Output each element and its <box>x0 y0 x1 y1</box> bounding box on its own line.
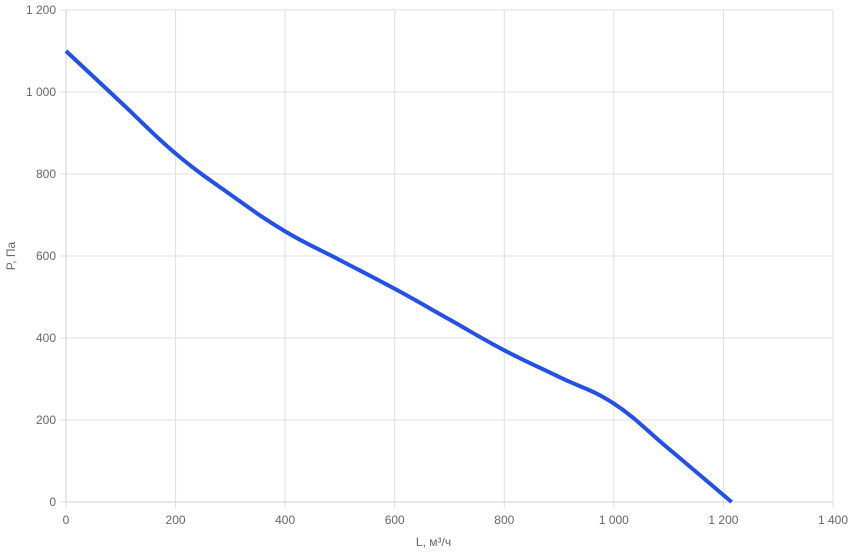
x-tick-label: 400 <box>275 513 295 527</box>
y-tick-label: 800 <box>36 167 56 181</box>
y-tick-label: 600 <box>36 249 56 263</box>
x-tick-label: 1 000 <box>599 513 629 527</box>
x-tick-label: 0 <box>63 513 70 527</box>
x-tick-label: 1 200 <box>708 513 738 527</box>
x-tick-label: 1 400 <box>818 513 848 527</box>
y-tick-label: 1 000 <box>26 85 56 99</box>
x-tick-label: 200 <box>166 513 186 527</box>
series-layer <box>64 49 733 504</box>
axes <box>60 9 834 508</box>
y-tick-label: 400 <box>36 331 56 345</box>
tick-labels: 0 200 400 600 800 1 000 1 200 1 400 0 200 400 600 80… <box>26 3 848 527</box>
x-tick-label: 800 <box>494 513 514 527</box>
series-line <box>64 49 733 504</box>
y-tick-label: 0 <box>49 495 56 509</box>
x-axis-title: L, м³/ч <box>416 535 451 549</box>
x-tick-label: 600 <box>385 513 405 527</box>
y-tick-label: 1 200 <box>26 3 56 17</box>
grid <box>66 9 834 502</box>
y-tick-label: 200 <box>36 413 56 427</box>
y-axis-title: P, Па <box>4 241 18 270</box>
